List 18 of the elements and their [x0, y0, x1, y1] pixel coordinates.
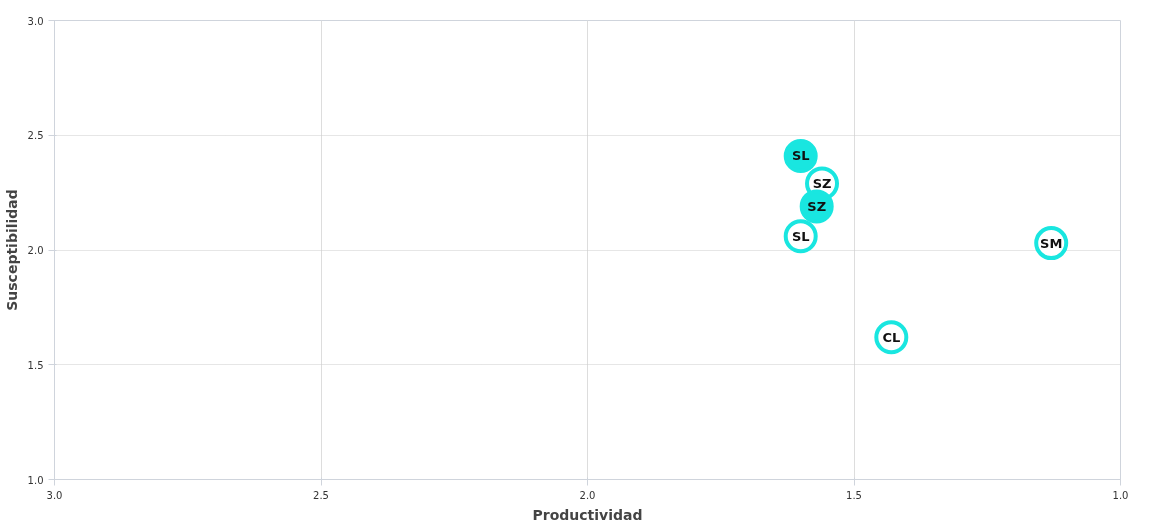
annotation: SM [1040, 235, 1063, 251]
x-axis-title: Productividad [532, 506, 643, 523]
y-axis-title: Susceptibilidad [3, 189, 20, 311]
annotation: CL [882, 329, 901, 345]
x-tick-label: 1.0 [1112, 489, 1129, 501]
annotation: SZ [812, 175, 832, 191]
annotation: SZ [807, 198, 827, 214]
x-tick-label: 2.0 [579, 489, 596, 501]
x-tick-label: 3.0 [46, 489, 63, 501]
y-tick-label: 1.0 [27, 474, 44, 486]
y-tick-label: 3.0 [27, 15, 44, 27]
y-tick-label: 1.5 [27, 359, 44, 371]
annotation: SL [791, 228, 810, 244]
x-tick-label: 2.5 [313, 489, 329, 501]
annotation: SL [791, 148, 810, 164]
x-tick-label: 1.5 [846, 489, 862, 501]
y-tick-label: 2.5 [27, 130, 44, 142]
y-tick-label: 2.0 [27, 245, 44, 256]
